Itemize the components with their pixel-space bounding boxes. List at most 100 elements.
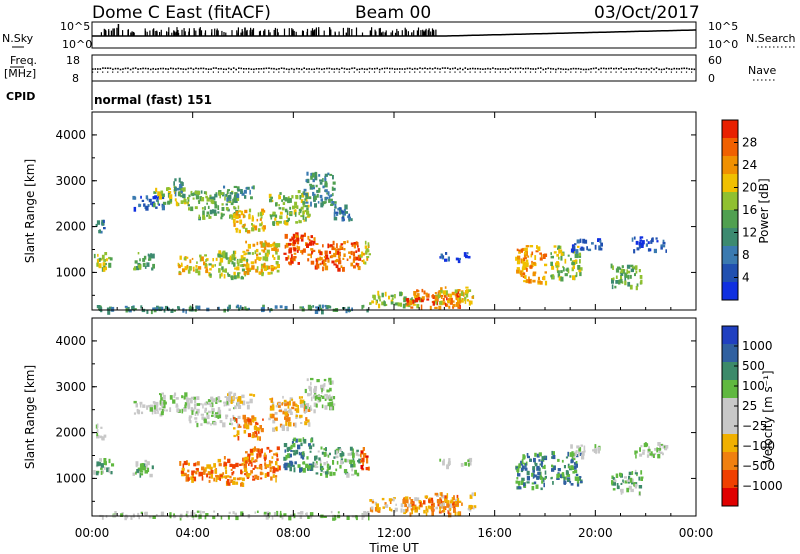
data-cell (630, 268, 634, 273)
data-cell (126, 306, 130, 312)
data-cell (246, 459, 251, 463)
data-cell (638, 476, 641, 481)
data-cell (611, 475, 614, 480)
data-cell (261, 306, 265, 312)
data-cell (610, 263, 613, 269)
data-cell (271, 515, 274, 520)
data-cell (102, 219, 105, 223)
data-cell (449, 508, 452, 512)
freq-dot (185, 68, 187, 71)
data-cell (295, 408, 299, 413)
power-plot-bg (92, 112, 696, 310)
data-cell (276, 221, 280, 226)
freq-dot (255, 68, 258, 70)
data-cell (101, 515, 104, 520)
data-cell (206, 197, 210, 202)
data-cell (221, 272, 223, 277)
data-cell (196, 422, 199, 428)
data-cell (254, 459, 258, 463)
data-cell (195, 265, 198, 268)
nave-dot (655, 71, 657, 73)
data-cell (98, 229, 101, 233)
data-cell (324, 471, 329, 475)
data-cell (332, 175, 334, 180)
data-cell (351, 459, 354, 462)
data-cell (187, 477, 190, 481)
data-cell (210, 470, 214, 474)
freq-dot (313, 68, 316, 70)
freq-dot (620, 67, 623, 69)
data-cell (233, 427, 236, 430)
freq-trace (92, 67, 696, 73)
cpid-value: normal (fast) 151 (94, 93, 212, 107)
data-cell (309, 405, 312, 410)
data-cell (458, 293, 462, 296)
data-cell (450, 499, 453, 504)
data-cell (276, 264, 280, 269)
data-cell (205, 259, 208, 262)
nave-dot (394, 71, 396, 73)
freq-dot (648, 68, 650, 71)
colorbar-tick-label: −100 (742, 439, 775, 453)
data-cell (516, 269, 520, 274)
data-cell (284, 408, 287, 412)
data-cell (324, 175, 327, 181)
data-cell (215, 474, 219, 478)
data-cell (204, 402, 207, 406)
nave-dot (127, 71, 129, 73)
data-cell (151, 410, 154, 415)
data-cell (324, 181, 328, 186)
data-cell (433, 295, 436, 299)
data-cell (271, 404, 275, 410)
data-cell (326, 305, 329, 310)
data-cell (333, 456, 336, 459)
data-cell (237, 205, 240, 210)
data-cell (202, 470, 206, 475)
nave-dot (424, 71, 426, 73)
data-cell (324, 259, 327, 262)
data-cell (299, 414, 303, 418)
data-cell (565, 456, 569, 459)
data-cell (571, 466, 574, 471)
data-cell (368, 253, 371, 256)
data-cell (311, 186, 315, 190)
freq-dot (308, 68, 310, 70)
data-cell (459, 257, 461, 260)
data-cell (310, 175, 313, 180)
nave-dot (132, 71, 134, 73)
data-cell (464, 299, 467, 304)
data-cell (201, 476, 204, 481)
data-cell (573, 465, 577, 470)
data-cell (534, 474, 537, 478)
data-cell (419, 502, 422, 507)
data-cell (227, 260, 231, 265)
data-cell (468, 301, 471, 306)
data-cell (351, 473, 355, 476)
data-cell (544, 263, 548, 267)
data-cell (525, 265, 527, 270)
data-cell (254, 465, 257, 469)
freq-dot (524, 67, 527, 70)
data-cell (305, 408, 308, 413)
freq-dot (484, 68, 487, 70)
power-cells (93, 171, 667, 315)
data-cell (252, 475, 254, 478)
data-cell (228, 408, 231, 411)
nave-dot (197, 71, 199, 73)
data-cell (356, 449, 359, 452)
data-cell (352, 460, 356, 465)
data-cell (316, 189, 319, 193)
data-cell (293, 235, 295, 239)
data-cell (150, 309, 153, 315)
data-cell (365, 250, 368, 255)
data-cell (216, 399, 219, 403)
data-cell (290, 259, 294, 264)
data-cell (349, 459, 353, 465)
freq-dot (663, 68, 665, 70)
data-cell (164, 305, 169, 309)
data-cell (297, 512, 301, 515)
data-cell (328, 464, 330, 469)
data-cell (238, 272, 241, 275)
data-cell (445, 290, 448, 296)
data-cell (619, 279, 623, 284)
